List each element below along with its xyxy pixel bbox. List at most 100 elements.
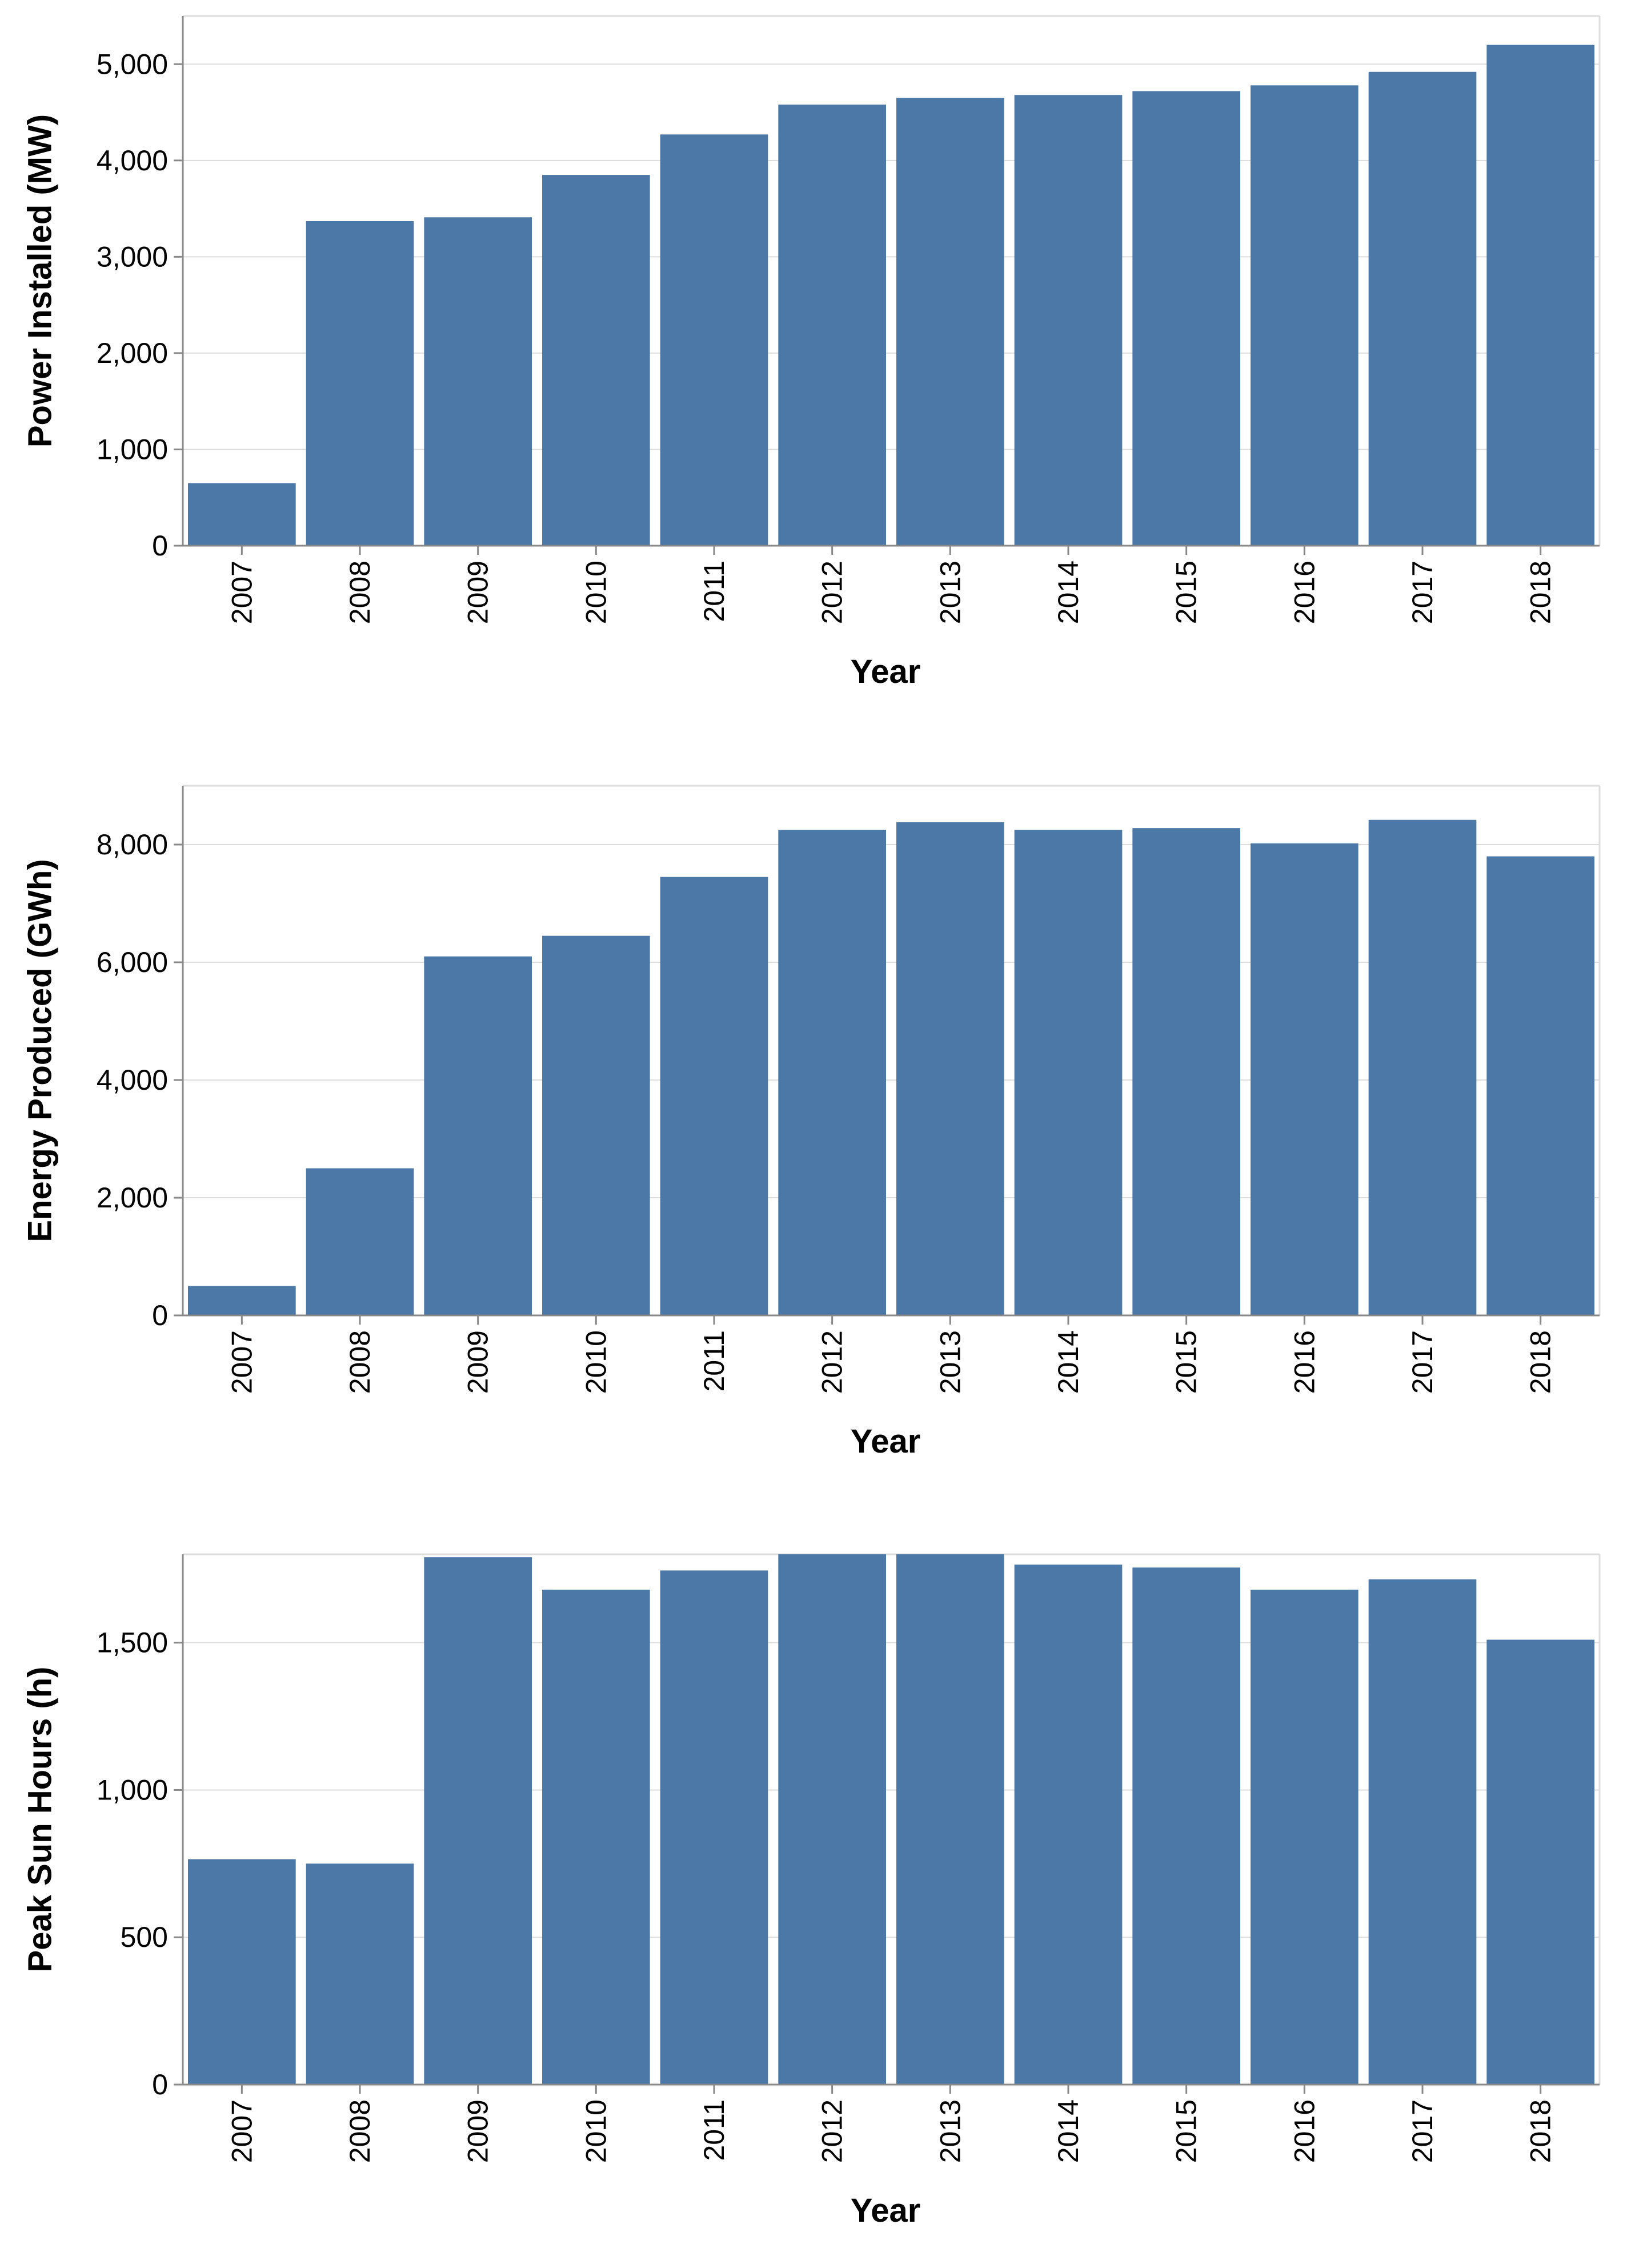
peak-sun-hours-x-tick-label: 2016	[1288, 2099, 1320, 2163]
energy-produced-x-tick-label: 2008	[344, 1330, 376, 1394]
peak-sun-hours-x-tick-label: 2018	[1525, 2099, 1557, 2163]
power-installed-bar-2010	[542, 175, 650, 546]
energy-produced-x-axis-title: Year	[851, 1423, 921, 1460]
peak-sun-hours-bar-2016	[1251, 1589, 1358, 2085]
energy-produced-y-tick-label: 6,000	[97, 946, 168, 978]
energy-produced-y-tick-label: 2,000	[97, 1182, 168, 1214]
power-installed-y-tick-label: 1,000	[97, 433, 168, 465]
power-installed-x-tick-label: 2012	[816, 561, 848, 624]
power-installed-x-tick-label: 2017	[1406, 561, 1438, 624]
energy-produced-bar-2013	[896, 822, 1004, 1315]
energy-produced-bar-2016	[1251, 843, 1358, 1315]
energy-produced-x-ticks: 2007 2008 2009 2010 2011 2012 2013 2014 2015 2016…	[226, 1315, 1557, 1394]
peak-sun-hours-x-tick-label: 2017	[1406, 2099, 1438, 2163]
power-installed-gridlines	[183, 63, 1600, 450]
energy-produced-bar-2015	[1132, 828, 1240, 1315]
peak-sun-hours-bar-2015	[1132, 1567, 1240, 2085]
energy-produced-x-tick-label: 2017	[1406, 1330, 1438, 1394]
peak-sun-hours-x-tick-label: 2011	[698, 2099, 730, 2161]
peak-sun-hours-x-ticks: 2007 2008 2009 2010 2011 2012 2013 2014 2015 2016…	[226, 2085, 1557, 2163]
power-installed-bar-2017	[1368, 71, 1477, 546]
energy-produced-y-ticks: 0 2,000 4,000 6,000 8,000	[97, 829, 183, 1331]
power-installed-y-tick-label: 4,000	[97, 145, 168, 177]
energy-produced-x-tick-label: 2011	[698, 1330, 730, 1392]
energy-produced-x-tick-label: 2012	[816, 1330, 848, 1394]
power-installed-x-tick-label: 2009	[462, 561, 494, 624]
peak-sun-hours-y-tick-label: 0	[152, 2069, 168, 2101]
peak-sun-hours-bars	[188, 1554, 1594, 2085]
power-installed-y-axis-title: Power Installed (MW)	[22, 114, 59, 447]
power-installed-y-tick-label: 5,000	[97, 48, 168, 80]
energy-produced-x-tick-label: 2013	[934, 1330, 966, 1394]
energy-produced-bar-2017	[1368, 819, 1477, 1315]
power-installed-x-axis-title: Year	[851, 653, 921, 690]
peak-sun-hours-bar-2008	[306, 1863, 414, 2085]
peak-sun-hours-x-tick-label: 2013	[934, 2099, 966, 2163]
energy-produced-x-tick-label: 2018	[1525, 1330, 1557, 1394]
peak-sun-hours-bar-2013	[896, 1554, 1004, 2085]
power-installed-x-tick-label: 2016	[1288, 561, 1320, 624]
power-installed-x-tick-label: 2008	[344, 561, 376, 624]
power-installed-bar-2015	[1132, 91, 1240, 546]
peak-sun-hours-x-tick-label: 2014	[1052, 2099, 1084, 2163]
energy-produced-x-tick-label: 2007	[226, 1330, 258, 1394]
peak-sun-hours-y-tick-label: 500	[121, 1921, 168, 1953]
peak-sun-hours-x-tick-label: 2008	[344, 2099, 376, 2163]
energy-produced-x-tick-label: 2014	[1052, 1330, 1084, 1394]
power-installed-bar-2008	[306, 221, 414, 546]
power-installed-bar-2012	[778, 105, 886, 546]
power-installed-bar-2009	[424, 217, 532, 546]
energy-produced-bar-2010	[542, 935, 650, 1315]
energy-produced-x-tick-label: 2015	[1171, 1330, 1203, 1394]
power-installed-bar-2013	[896, 98, 1004, 546]
power-installed-bar-2016	[1251, 85, 1358, 546]
power-installed-bar-2007	[188, 483, 296, 546]
peak-sun-hours-bar-2017	[1368, 1579, 1477, 2085]
peak-sun-hours-x-tick-label: 2010	[580, 2099, 612, 2163]
energy-produced-x-tick-label: 2009	[462, 1330, 494, 1394]
energy-produced-bar-2014	[1014, 830, 1123, 1315]
peak-sun-hours-bar-2012	[778, 1554, 886, 2085]
energy-produced-bar-2018	[1486, 856, 1594, 1315]
peak-sun-hours-bar-2009	[424, 1557, 532, 2085]
peak-sun-hours-x-tick-label: 2009	[462, 2099, 494, 2163]
peak-sun-hours-bar-2010	[542, 1589, 650, 2085]
energy-produced-y-tick-label: 0	[152, 1299, 168, 1331]
power-installed-bar-2014	[1014, 95, 1123, 546]
peak-sun-hours-bar-2014	[1014, 1565, 1123, 2085]
peak-sun-hours-x-axis-title: Year	[851, 2192, 921, 2229]
power-installed-bar-2018	[1486, 45, 1594, 546]
power-installed-x-tick-label: 2011	[698, 561, 730, 622]
energy-produced-x-tick-label: 2010	[580, 1330, 612, 1394]
energy-produced-bars	[188, 819, 1594, 1315]
peak-sun-hours-x-tick-label: 2015	[1171, 2099, 1203, 2163]
power-installed-bars	[188, 45, 1594, 546]
peak-sun-hours-bar-2007	[188, 1859, 296, 2085]
energy-produced-y-axis-title: Energy Produced (GWh)	[22, 859, 59, 1242]
energy-produced-chart: 0 2,000 4,000 6,000 8,000 2007 2008 2009 2010 201…	[22, 785, 1601, 1460]
peak-sun-hours-x-tick-label: 2007	[226, 2099, 258, 2163]
peak-sun-hours-bar-2018	[1486, 1639, 1594, 2085]
power-installed-x-ticks: 2007 2008 2009 2010 2011 2012 2013 2014 2015 2016…	[226, 546, 1557, 624]
peak-sun-hours-y-ticks: 0 500 1,000 1,500	[97, 1627, 183, 2101]
peak-sun-hours-bar-2011	[660, 1570, 768, 2085]
energy-produced-bar-2012	[778, 830, 886, 1315]
power-installed-x-tick-label: 2010	[580, 561, 612, 624]
energy-produced-x-tick-label: 2016	[1288, 1330, 1320, 1394]
peak-sun-hours-gridlines	[183, 1642, 1600, 1938]
peak-sun-hours-y-tick-label: 1,000	[97, 1774, 168, 1806]
energy-produced-gridlines	[183, 844, 1600, 1198]
power-installed-x-tick-label: 2018	[1525, 561, 1557, 624]
energy-produced-y-tick-label: 4,000	[97, 1064, 168, 1096]
peak-sun-hours-y-axis-title: Peak Sun Hours (h)	[22, 1667, 59, 1973]
energy-produced-bar-2009	[424, 956, 532, 1315]
energy-produced-y-tick-label: 8,000	[97, 829, 168, 861]
power-installed-x-tick-label: 2007	[226, 561, 258, 624]
energy-produced-bar-2007	[188, 1286, 296, 1315]
power-installed-x-tick-label: 2015	[1171, 561, 1203, 624]
energy-produced-bar-2011	[660, 877, 768, 1315]
power-installed-y-ticks: 0 1,000 2,000 3,000 4,000 5,000	[97, 48, 183, 562]
